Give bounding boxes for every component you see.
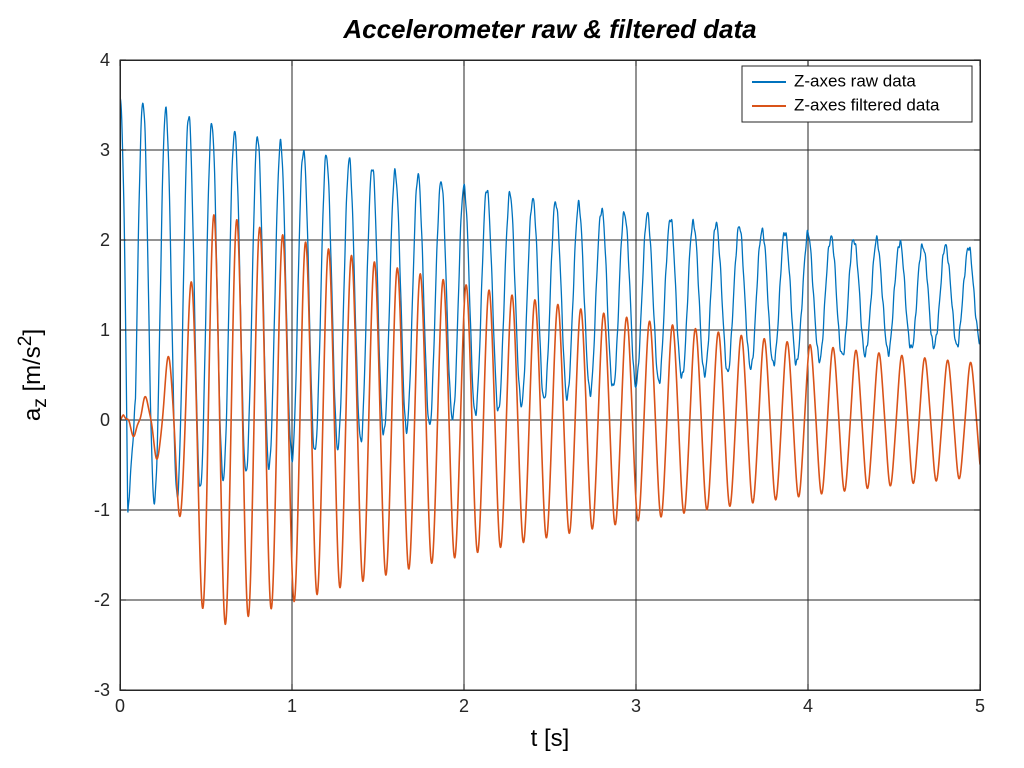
xtick-label: 3	[631, 696, 641, 716]
xtick-label: 5	[975, 696, 985, 716]
accelerometer-chart: 0 1 2 3 4 5 -3 -2 -1 0 1 2 3 4 Accelerometer raw & fil…	[0, 0, 1024, 768]
ytick-label: -3	[94, 680, 110, 700]
ytick-label: -1	[94, 500, 110, 520]
xtick-label: 4	[803, 696, 813, 716]
legend: Z-axes raw data Z-axes filtered data	[742, 66, 972, 122]
xtick-label: 2	[459, 696, 469, 716]
x-axis-label: t [s]	[531, 725, 570, 752]
xtick-label: 0	[115, 696, 125, 716]
plot-area	[120, 60, 980, 690]
ytick-label: 1	[100, 320, 110, 340]
ytick-label: 2	[100, 230, 110, 250]
legend-label: Z-axes filtered data	[794, 95, 940, 114]
chart-title: Accelerometer raw & filtered data	[342, 14, 756, 44]
ytick-label: 3	[100, 140, 110, 160]
ytick-label: 4	[100, 50, 110, 70]
legend-label: Z-axes raw data	[794, 71, 916, 90]
ytick-label: 0	[100, 410, 110, 430]
xtick-label: 1	[287, 696, 297, 716]
chart-container: 0 1 2 3 4 5 -3 -2 -1 0 1 2 3 4 Accelerometer raw & fil…	[0, 0, 1024, 768]
ytick-label: -2	[94, 590, 110, 610]
